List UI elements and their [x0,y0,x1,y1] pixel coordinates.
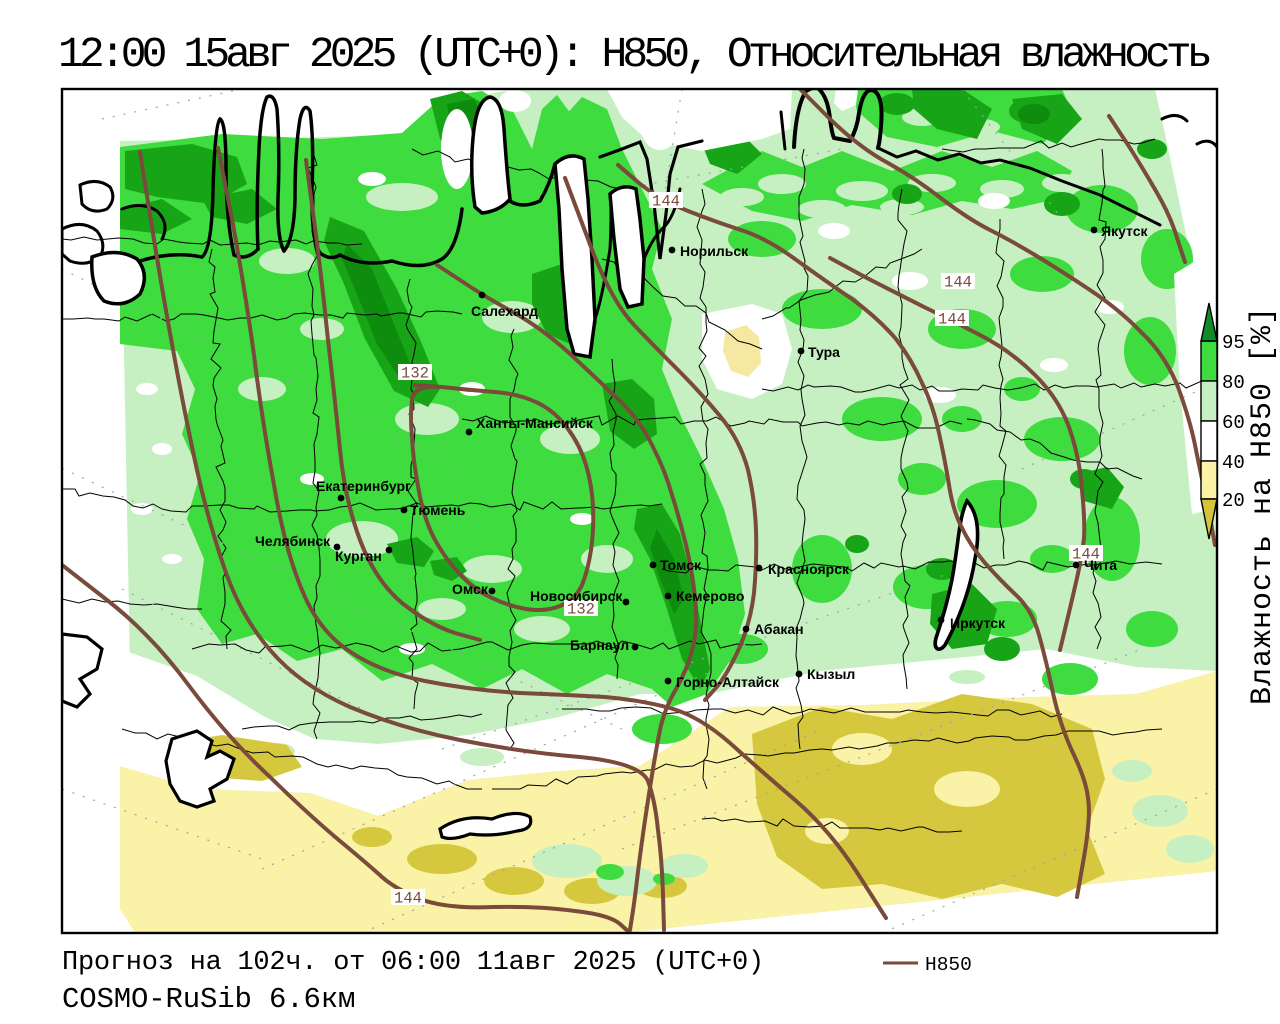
svg-text:20: 20 [1222,490,1245,512]
svg-text:95: 95 [1222,332,1245,354]
svg-text:Иркутск: Иркутск [950,615,1006,631]
svg-text:Прогноз на 102ч. от 06:00 11ав: Прогноз на 102ч. от 06:00 11авг 2025 (UT… [62,948,764,978]
svg-text:132: 132 [401,365,429,383]
svg-text:Барнаул: Барнаул [570,637,629,653]
svg-text:Тюмень: Тюмень [410,502,466,518]
svg-text:Абакан: Абакан [754,621,804,637]
svg-text:12:00 15авг 2025 (UTC+0): H850: 12:00 15авг 2025 (UTC+0): H850, Относите… [58,30,1210,79]
svg-text:Салехард: Салехард [471,303,538,319]
svg-text:Ханты-Мансийск: Ханты-Мансийск [476,415,594,431]
svg-text:Екатеринбург: Екатеринбург [316,478,411,494]
svg-text:Омск: Омск [452,581,489,597]
svg-text:Челябинск: Челябинск [255,533,331,549]
svg-text:Кызыл: Кызыл [807,666,855,682]
svg-text:Норильск: Норильск [680,243,749,259]
svg-text:80: 80 [1222,372,1245,394]
svg-text:40: 40 [1222,452,1245,474]
svg-text:Якутск: Якутск [1101,223,1148,239]
svg-text:Курган: Курган [335,548,382,564]
svg-text:H850: H850 [925,954,972,976]
svg-text:Чита: Чита [1084,557,1117,573]
svg-text:Томск: Томск [660,557,702,573]
svg-text:Кемерово: Кемерово [676,588,744,604]
svg-text:132: 132 [567,601,595,619]
svg-text:144: 144 [944,274,972,292]
svg-text:COSMO-RuSib 6.6км: COSMO-RuSib 6.6км [62,983,355,1016]
svg-text:144: 144 [394,890,422,908]
svg-text:Горно-Алтайск: Горно-Алтайск [676,674,780,690]
svg-text:60: 60 [1222,412,1245,434]
svg-text:Новосибирск: Новосибирск [530,588,623,604]
svg-text:144: 144 [652,193,680,211]
svg-text:144: 144 [938,311,966,329]
svg-text:Красноярск: Красноярск [768,561,850,577]
svg-text:144: 144 [1072,546,1100,564]
svg-text:Тура: Тура [808,344,840,360]
svg-text:Влажность на H850 [%]: Влажность на H850 [%] [1246,306,1280,705]
